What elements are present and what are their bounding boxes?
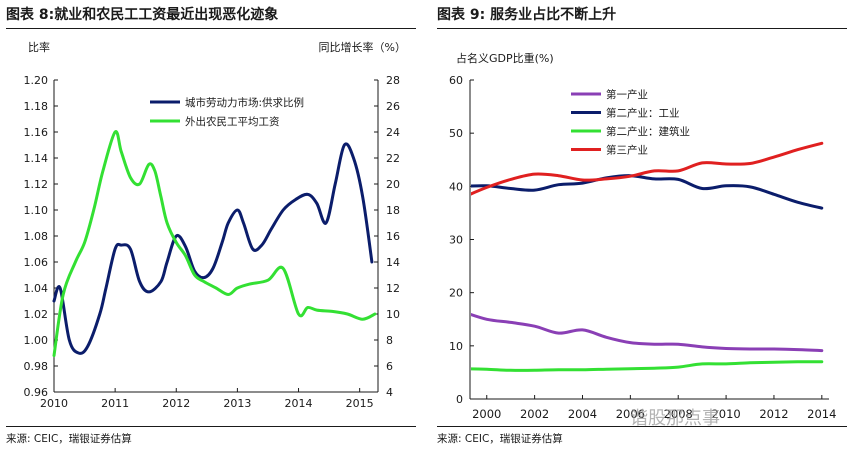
series-line-1 xyxy=(52,142,374,355)
left-line-chart: 比率 同比增长率（%） 0.96 0.98 1.00 1.02 1.04 1.06 1.08 1.… xyxy=(24,40,407,410)
left-y-tick-label: 1.16 xyxy=(24,126,49,139)
legend-label-1: 城市劳动力市场:供求比例 xyxy=(185,96,304,109)
left-figure-panel: 图表 8:就业和农民工工资最近出现恶化迹象 比率 同比增长率（%） 0.96 0.98… xyxy=(0,0,418,451)
right-y-tick-label: 20 xyxy=(386,178,400,191)
right-y-tick-label: 16 xyxy=(386,230,400,243)
x-tick-label: 2006 xyxy=(616,407,645,421)
right-line-chart: 占名义GDP比重(%) 0 10 20 30 40 50 60 2000 2002 2004 2006… xyxy=(449,51,836,421)
left-y-tick-label: 1.08 xyxy=(24,230,49,243)
left-source-rule xyxy=(6,426,416,427)
series-line-4 xyxy=(471,141,824,196)
right-source-rule xyxy=(437,426,847,427)
x-tick-label: 2002 xyxy=(520,407,549,421)
watermark: 谐股那点事 xyxy=(630,408,720,429)
y-tick-label: 30 xyxy=(449,234,463,247)
left-y-tick-label: 1.14 xyxy=(24,152,49,165)
x-tick-label: 2013 xyxy=(223,397,251,410)
right-y-tick-label: 26 xyxy=(386,100,400,113)
legend-label-2: 第二产业：工业 xyxy=(606,107,680,120)
x-tick-label: 2008 xyxy=(664,407,693,421)
legend-label-1: 第一产业 xyxy=(606,88,648,101)
legend-label-2: 外出农民工平均工资 xyxy=(185,115,280,128)
right-figure-panel: 图表 9: 服务业占比不断上升 占名义GDP比重(%) 0 10 20 30 40 50 60… xyxy=(431,0,853,451)
x-tick-label: 2012 xyxy=(162,397,190,410)
x-tick-label: 2012 xyxy=(759,407,788,421)
right-y-tick-label: 22 xyxy=(386,152,400,165)
x-tick-label: 2010 xyxy=(40,397,68,410)
left-y-tick-label: 1.18 xyxy=(24,100,49,113)
right-y-tick-label: 12 xyxy=(386,282,400,295)
x-tick-label: 2010 xyxy=(711,407,740,421)
y-tick-label: 50 xyxy=(449,127,463,140)
left-axis-title: 比率 xyxy=(28,40,50,54)
left-y-tick-label: 1.20 xyxy=(24,74,49,87)
series-line-2 xyxy=(471,174,824,210)
x-tick-label: 2014 xyxy=(285,397,313,410)
series-line-1 xyxy=(471,312,824,353)
x-tick-label: 2011 xyxy=(101,397,129,410)
right-y-tick-label: 28 xyxy=(386,74,400,87)
y-tick-label: 10 xyxy=(449,340,463,353)
right-title-rule xyxy=(437,28,847,29)
right-source-note: 来源: CEIC，瑞银证券估算 xyxy=(437,433,563,445)
y-tick-label: 20 xyxy=(449,287,463,300)
left-y-tick-label: 1.04 xyxy=(24,282,49,295)
left-y-tick-label: 1.02 xyxy=(24,308,49,321)
left-title-rule xyxy=(6,28,416,29)
x-tick-label: 2000 xyxy=(472,407,501,421)
left-y-tick-label: 0.96 xyxy=(24,386,49,399)
left-source-note: 来源: CEIC，瑞银证券估算 xyxy=(6,433,132,445)
right-y-tick-label: 6 xyxy=(386,360,393,373)
y-tick-label: 0 xyxy=(456,393,463,406)
x-tick-label: 2004 xyxy=(568,407,597,421)
right-y-tick-label: 4 xyxy=(386,386,393,399)
legend-label-4: 第三产业 xyxy=(606,144,648,157)
x-tick-label: 2014 xyxy=(807,407,836,421)
right-y-tick-label: 18 xyxy=(386,204,400,217)
series-line-3 xyxy=(471,360,824,372)
left-y-tick-label: 1.06 xyxy=(24,256,49,269)
left-y-tick-label: 0.98 xyxy=(24,360,49,373)
right-y-tick-label: 24 xyxy=(386,126,400,139)
right-chart-axis-title: 占名义GDP比重(%) xyxy=(456,51,554,65)
left-y-tick-label: 1.10 xyxy=(24,204,49,217)
right-figure-title: 图表 9: 服务业占比不断上升 xyxy=(437,7,617,23)
y-tick-label: 60 xyxy=(449,74,463,87)
left-figure-title: 图表 8:就业和农民工工资最近出现恶化迹象 xyxy=(6,7,279,23)
right-y-tick-label: 10 xyxy=(386,308,400,321)
left-y-tick-label: 1.00 xyxy=(24,334,49,347)
right-y-tick-label: 8 xyxy=(386,334,393,347)
legend-label-3: 第二产业：建筑业 xyxy=(606,125,690,138)
left-y-tick-label: 1.12 xyxy=(24,178,49,191)
y-tick-label: 40 xyxy=(449,180,463,193)
right-y-tick-label: 14 xyxy=(386,256,400,269)
series-line-2 xyxy=(52,130,377,358)
right-axis-title: 同比增长率（%） xyxy=(319,40,406,54)
x-tick-label: 2015 xyxy=(346,397,374,410)
